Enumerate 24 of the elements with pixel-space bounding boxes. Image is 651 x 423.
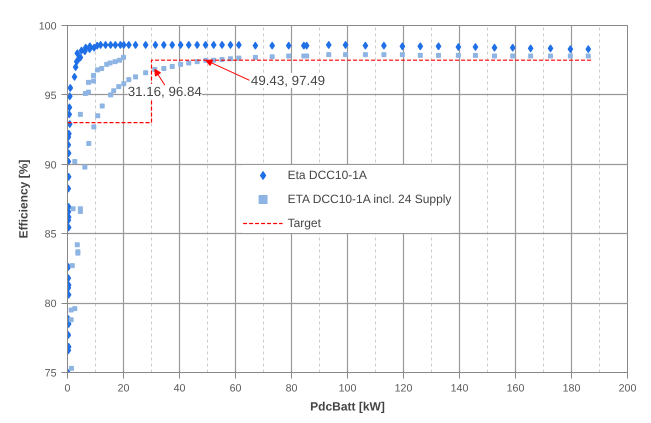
y-tick-label: 90 [44, 159, 57, 172]
legend-label: Target [288, 216, 321, 230]
legend-label: Eta DCC10-1A [288, 168, 367, 182]
x-tick-label: 140 [450, 382, 468, 394]
x-tick-label: 0 [64, 382, 71, 394]
annotation: 31.16, 96.84 [128, 84, 202, 99]
y-tick-label: 80 [44, 298, 57, 310]
x-tick-label: 60 [230, 382, 242, 394]
y-axis-title: Efficiency [%] [16, 160, 31, 238]
x-tick-label: 120 [394, 382, 412, 394]
y-tick-label: 100 [38, 20, 57, 32]
x-tick-label: 160 [506, 382, 524, 394]
x-tick-label: 180 [562, 382, 580, 394]
y-tick-label: 75 [44, 368, 57, 380]
x-tick-label: 200 [618, 382, 636, 394]
x-tick-label: 80 [286, 382, 298, 394]
x-tick-label: 20 [118, 382, 130, 394]
y-tick-label: 85 [44, 228, 57, 241]
y-tick-label: 95 [44, 90, 57, 102]
x-axis-title: PdcBatt [kW] [310, 400, 385, 414]
x-tick-label: 40 [174, 382, 186, 394]
legend-label: ETA DCC10-1A incl. 24 Supply [288, 192, 452, 206]
annotation: 49.43, 97.49 [250, 72, 326, 88]
x-tick-label: 100 [338, 382, 356, 394]
